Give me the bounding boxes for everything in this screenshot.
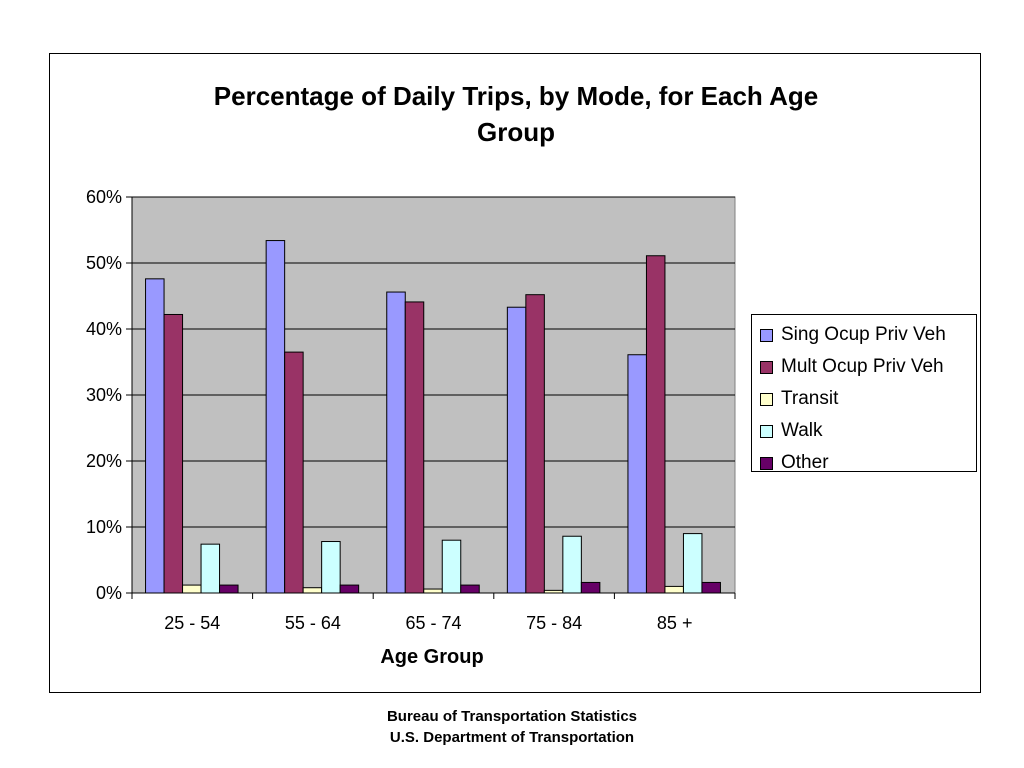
bar [627, 354, 647, 594]
bar [386, 291, 406, 594]
legend: Sing Ocup Priv Veh Mult Ocup Priv Veh Tran… [751, 314, 977, 473]
bar [460, 584, 480, 594]
bar [321, 541, 341, 594]
bar [664, 585, 684, 594]
legend-label: Transit [781, 388, 839, 409]
bar [219, 584, 239, 594]
legend-swatch [760, 328, 773, 342]
bar-chart: 0% 10% 20% 30% 40% 50% 60% 25 - 54 55 - 64 65 - 7… [86, 187, 736, 633]
bar [265, 240, 286, 594]
y-tick-label: 0% [96, 583, 122, 603]
x-tick-label: 65 - 74 [405, 613, 461, 633]
legend-label: Mult Ocup Priv Veh [781, 356, 944, 377]
y-tick-label: 40% [86, 319, 122, 339]
chart-frame: Percentage of Daily Trips, by Mode, for … [49, 53, 981, 693]
bar [701, 581, 721, 594]
x-tick-label: 55 - 64 [285, 613, 341, 633]
y-tick-label: 10% [86, 517, 122, 537]
legend-item: Mult Ocup Priv Veh [760, 351, 976, 383]
legend-item: Other [760, 447, 976, 479]
x-axis-title: Age Group [380, 646, 484, 668]
bar [441, 539, 462, 594]
legend-label: Sing Ocup Priv Veh [781, 324, 946, 345]
legend-item: Transit [760, 383, 976, 415]
x-tick-label: 85 + [657, 613, 693, 633]
legend-swatch [760, 360, 773, 374]
legend-item: Sing Ocup Priv Veh [760, 319, 976, 351]
bar [580, 581, 601, 594]
bar [284, 351, 304, 594]
y-tick-label: 20% [86, 451, 122, 471]
bar [645, 255, 666, 594]
chart-title: Percentage of Daily Trips, by Mode, for … [150, 78, 882, 150]
legend-swatch [760, 424, 773, 438]
bar [682, 533, 703, 594]
bar [525, 294, 545, 594]
footer-line-1: Bureau of Transportation Statistics [386, 708, 638, 725]
legend-item: Walk [760, 415, 976, 447]
y-tick-label: 30% [86, 385, 122, 405]
legend-swatch [760, 392, 773, 406]
y-tick-label: 50% [86, 253, 122, 273]
legend-label: Other [781, 452, 829, 473]
legend-label: Walk [781, 420, 823, 441]
chart-title-line-2: Group [477, 117, 555, 147]
y-tick-label: 60% [86, 187, 122, 207]
legend-swatch [760, 456, 773, 470]
bar [423, 588, 443, 594]
bar [182, 584, 202, 594]
bar [163, 313, 184, 594]
x-tick-label: 25 - 54 [164, 613, 220, 633]
bar [145, 278, 165, 594]
footer-line-2: U.S. Department of Transportation [389, 729, 635, 746]
bar [543, 589, 564, 594]
bar [339, 584, 360, 594]
bar [404, 301, 425, 594]
bar [200, 543, 221, 594]
x-tick-label: 75 - 84 [526, 613, 582, 633]
bar [562, 535, 582, 594]
bar [302, 587, 323, 594]
bar [506, 306, 527, 594]
chart-title-line-1: Percentage of Daily Trips, by Mode, for … [213, 81, 819, 111]
